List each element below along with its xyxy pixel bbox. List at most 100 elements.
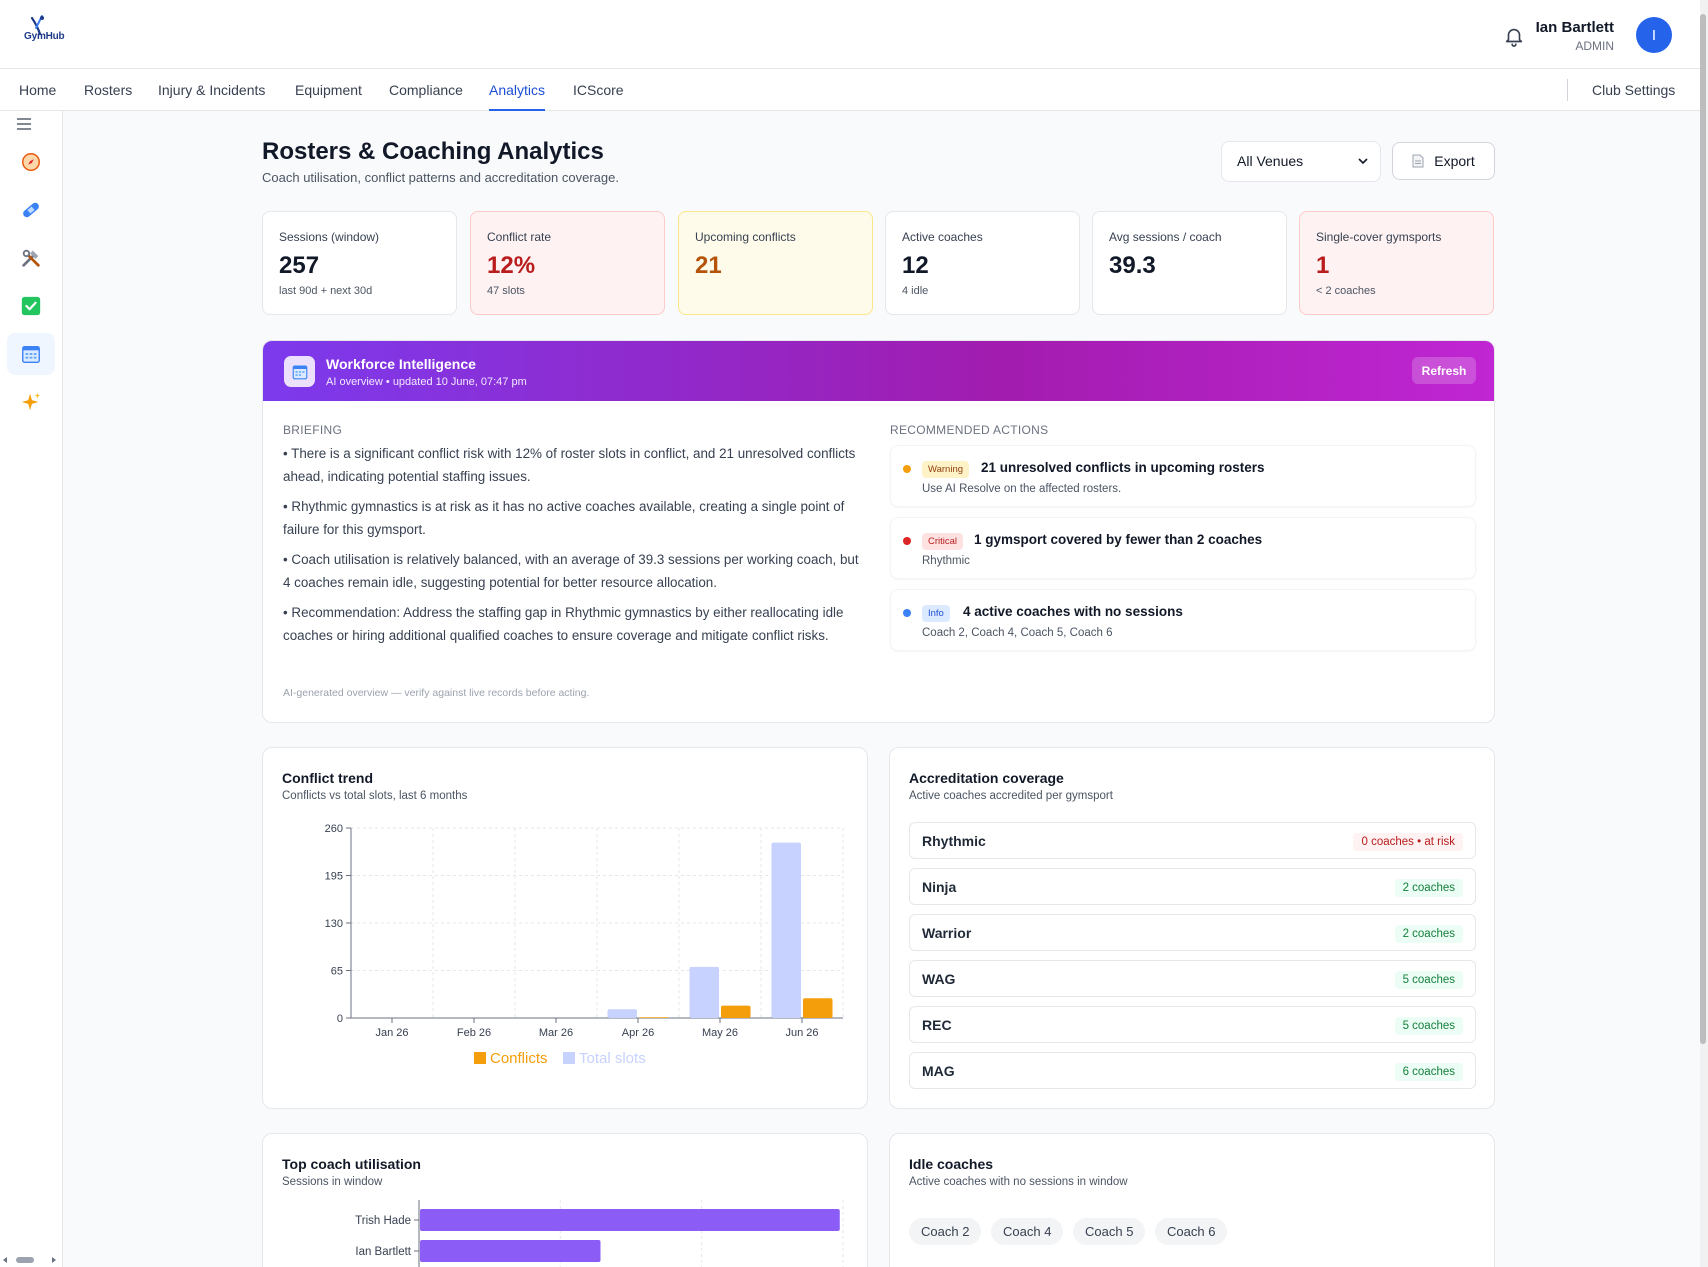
kpi-note: < 2 coaches bbox=[1316, 285, 1376, 297]
kpi-sessions: Sessions (window) 257 last 90d + next 30… bbox=[262, 211, 457, 315]
kpi-single-cover: Single-cover gymsports 1 < 2 coaches bbox=[1299, 211, 1494, 315]
coach-utilisation-chart: Trish Hade Ian Bartlett bbox=[355, 1200, 844, 1267]
menu-icon[interactable] bbox=[17, 118, 31, 130]
idle-coaches-card: Idle coaches Active coaches with no sess… bbox=[889, 1133, 1495, 1267]
export-button[interactable]: Export bbox=[1392, 142, 1495, 180]
gymsport-name: WAG bbox=[922, 971, 956, 987]
coach-count-badge: 5 coaches bbox=[1394, 971, 1463, 989]
sidebar-item-compliance[interactable] bbox=[7, 285, 55, 327]
accreditation-card: Accreditation coverage Active coaches ac… bbox=[889, 747, 1495, 1109]
coach-utilisation-card: Top coach utilisation Sessions in window… bbox=[262, 1133, 868, 1267]
gymhub-logo-icon[interactable] bbox=[22, 14, 70, 48]
kpi-label: Upcoming conflicts bbox=[695, 230, 796, 244]
briefing-label: BRIEFING bbox=[283, 423, 343, 437]
card-title: Top coach utilisation bbox=[282, 1156, 421, 1172]
action-title: 4 active coaches with no sessions bbox=[963, 604, 1183, 619]
sidebar-item-analytics[interactable] bbox=[7, 333, 55, 375]
y-tick-label: 260 bbox=[325, 823, 343, 835]
action-description: Coach 2, Coach 4, Coach 5, Coach 6 bbox=[922, 627, 1113, 639]
legend-swatch-total-slots bbox=[563, 1052, 575, 1064]
chevron-down-icon bbox=[1358, 158, 1368, 165]
legend-label-conflicts: Conflicts bbox=[490, 1050, 548, 1067]
idle-coach-chip[interactable]: Coach 4 bbox=[991, 1218, 1064, 1245]
action-title: 21 unresolved conflicts in upcoming rost… bbox=[981, 460, 1265, 475]
card-subtitle: Sessions in window bbox=[282, 1176, 383, 1188]
kpi-avg-sessions: Avg sessions / coach 39.3 bbox=[1092, 211, 1287, 315]
nav-rosters[interactable]: Rosters bbox=[84, 82, 133, 98]
bandage-icon bbox=[23, 202, 39, 218]
nav-injury-incidents[interactable]: Injury & Incidents bbox=[158, 82, 266, 98]
refresh-button[interactable]: Refresh bbox=[1412, 357, 1476, 384]
bar-total-slots bbox=[607, 1009, 637, 1018]
kpi-value: 12% bbox=[487, 252, 536, 279]
logo-text: GymHub bbox=[24, 31, 65, 42]
legend-swatch-conflicts bbox=[474, 1052, 486, 1064]
nav-equipment[interactable]: Equipment bbox=[295, 82, 362, 98]
main-nav: Home Rosters Injury & Incidents Equipmen… bbox=[0, 69, 1700, 111]
kpi-value: 21 bbox=[695, 252, 722, 279]
sidebar-item-injury[interactable] bbox=[7, 189, 55, 231]
idle-coach-chip[interactable]: Coach 5 bbox=[1073, 1218, 1146, 1245]
notification-bell-icon[interactable] bbox=[1503, 24, 1525, 48]
conflict-trend-card: Conflict trend Conflicts vs total slots,… bbox=[262, 747, 868, 1109]
card-subtitle: Conflicts vs total slots, last 6 months bbox=[282, 790, 468, 802]
sidebar-item-icscore[interactable] bbox=[7, 381, 55, 423]
accreditation-row-mag: MAG 6 coaches bbox=[909, 1052, 1476, 1089]
scroll-thumb[interactable] bbox=[1700, 14, 1706, 1044]
x-tick-label: Feb 26 bbox=[457, 1027, 491, 1039]
nav-icscore[interactable]: ICScore bbox=[573, 82, 624, 98]
user-role: ADMIN bbox=[1575, 39, 1614, 53]
kpi-value: 257 bbox=[279, 252, 320, 279]
idle-coach-chip[interactable]: Coach 2 bbox=[909, 1218, 982, 1245]
sidebar-item-home[interactable] bbox=[7, 141, 55, 183]
gymsport-name: MAG bbox=[922, 1063, 955, 1079]
nav-home[interactable]: Home bbox=[19, 82, 57, 98]
utilisation-bar bbox=[420, 1240, 601, 1262]
action-title: 1 gymsport covered by fewer than 2 coach… bbox=[974, 532, 1263, 547]
x-tick-label: Jan 26 bbox=[375, 1027, 408, 1039]
briefing-point: • Recommendation: Address the staffing g… bbox=[283, 605, 844, 643]
action-item-warning[interactable]: Warning 21 unresolved conflicts in upcom… bbox=[890, 445, 1476, 507]
venue-select[interactable]: All Venues bbox=[1221, 141, 1381, 182]
bar-total-slots bbox=[689, 966, 719, 1018]
status-dot bbox=[903, 537, 911, 545]
bar-conflicts bbox=[721, 1005, 751, 1018]
user-name[interactable]: Ian Bartlett bbox=[1535, 19, 1614, 36]
idle-coach-chip[interactable]: Coach 6 bbox=[1155, 1218, 1228, 1245]
kpi-label: Conflict rate bbox=[487, 230, 552, 244]
y-tick-label: 195 bbox=[325, 871, 343, 883]
workforce-intelligence-card: Workforce Intelligence AI overview • upd… bbox=[262, 340, 1495, 723]
accreditation-row-rhythmic: Rhythmic 0 coaches • at risk bbox=[909, 822, 1476, 859]
ai-calendar-icon bbox=[284, 356, 315, 387]
kpi-value: 12 bbox=[902, 252, 929, 279]
accreditation-row-warrior: Warrior 2 coaches bbox=[909, 914, 1476, 951]
action-item-info[interactable]: Info 4 active coaches with no sessions C… bbox=[890, 589, 1476, 651]
card-title: Accreditation coverage bbox=[909, 770, 1064, 786]
calendar-icon bbox=[22, 345, 40, 363]
kpi-active-coaches: Active coaches 12 4 idle bbox=[885, 211, 1080, 315]
recommended-actions-label: RECOMMENDED ACTIONS bbox=[890, 423, 1049, 437]
coach-count-badge: 0 coaches • at risk bbox=[1353, 833, 1463, 851]
card-title: Conflict trend bbox=[282, 770, 373, 786]
sidebar-item-equipment[interactable] bbox=[7, 237, 55, 279]
ai-card-header: Workforce Intelligence AI overview • upd… bbox=[263, 341, 1494, 401]
horizontal-scrollbar[interactable] bbox=[0, 1253, 63, 1267]
nav-compliance[interactable]: Compliance bbox=[389, 82, 463, 98]
sidebar bbox=[0, 111, 63, 1267]
x-tick-label: Mar 26 bbox=[539, 1027, 573, 1039]
briefing-point: • Rhythmic gymnastics is at risk as it h… bbox=[283, 499, 845, 537]
sparkle-icon bbox=[21, 392, 41, 411]
nav-club-settings[interactable]: Club Settings bbox=[1592, 82, 1676, 98]
page-subtitle: Coach utilisation, conflict patterns and… bbox=[262, 170, 619, 185]
gymsport-name: Rhythmic bbox=[922, 833, 986, 849]
accreditation-row-ninja: Ninja 2 coaches bbox=[909, 868, 1476, 905]
vertical-scrollbar[interactable] bbox=[1700, 0, 1708, 1267]
avatar[interactable]: I bbox=[1636, 17, 1672, 53]
card-subtitle: Active coaches accredited per gymsport bbox=[909, 790, 1113, 802]
nav-analytics[interactable]: Analytics bbox=[489, 69, 546, 111]
kpi-note: 47 slots bbox=[487, 285, 525, 297]
ai-disclaimer: AI-generated overview — verify against l… bbox=[283, 687, 590, 699]
action-item-critical[interactable]: Critical 1 gymsport covered by fewer tha… bbox=[890, 517, 1476, 579]
status-dot bbox=[903, 465, 911, 473]
x-tick-label: Apr 26 bbox=[622, 1027, 654, 1039]
